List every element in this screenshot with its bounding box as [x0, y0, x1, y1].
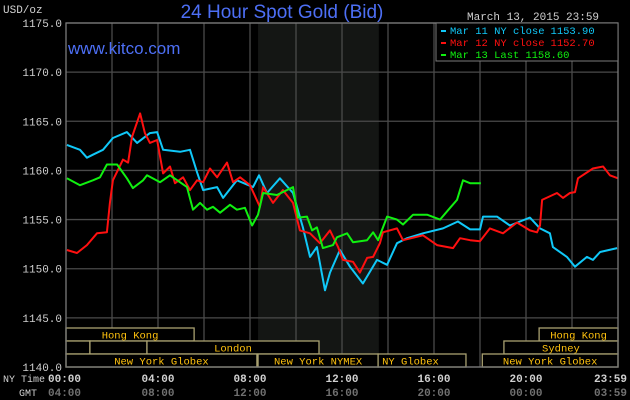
series-lines	[66, 112, 619, 292]
session-label: Sydney	[542, 344, 580, 356]
session-label: New York Globex	[503, 357, 598, 369]
legend-series-name: Mar 12 NY close	[450, 38, 545, 50]
session-label: New York Globex	[114, 357, 209, 369]
x-axis-row-label: NY Time	[3, 374, 45, 386]
legend-entry: Mar 13 Last 1158.60	[450, 50, 569, 62]
y-tick-label: 1150.0	[22, 265, 62, 277]
session-label: Hong Kong	[550, 331, 607, 343]
plot-frame	[65, 22, 619, 368]
y-tick-label: 1175.0	[22, 19, 62, 31]
session-label: NY Globex	[382, 357, 439, 369]
session-box	[89, 340, 148, 355]
legend-box	[435, 22, 619, 62]
session-label: Hong Kong	[102, 331, 159, 343]
x-axis: NY Time 00:00 04:00 08:00 12:00 16:00 20:00 23:…	[3, 374, 627, 400]
x-tick-label: 16:00	[417, 374, 450, 386]
x-tick-label: 00:00	[509, 388, 542, 400]
x-tick-label: 20:00	[417, 388, 450, 400]
timestamp: March 13, 2015 23:59	[467, 12, 599, 24]
x-tick-label: 03:59	[594, 388, 627, 400]
x-tick-label: 08:00	[233, 374, 266, 386]
legend-swatch	[441, 42, 446, 44]
x-tick-label: 04:00	[141, 374, 174, 386]
y-tick-label: 1170.0	[22, 68, 62, 80]
y-axis-unit-label: USD/oz	[3, 5, 43, 17]
legend-series-value: 1158.60	[525, 50, 569, 62]
x-tick-label: 20:00	[509, 374, 542, 386]
x-tick-label: 00:00	[48, 374, 81, 386]
y-tick-label: 1155.0	[22, 216, 62, 228]
x-tick-label: 16:00	[325, 388, 358, 400]
legend-series-value: 1153.90	[551, 26, 595, 38]
x-tick-label: 12:00	[233, 388, 266, 400]
series-line	[66, 131, 618, 292]
legend-swatch	[441, 54, 446, 56]
y-tick-label: 1145.0	[22, 314, 62, 326]
y-tick-label: 1165.0	[22, 117, 62, 129]
session-label: London	[214, 344, 252, 356]
session-label: New York NYMEX	[274, 357, 363, 369]
x-tick-label: 12:00	[325, 374, 358, 386]
chart-title: 24 Hour Spot Gold (Bid)	[181, 2, 384, 23]
legend-series-name: Mar 11 NY close	[450, 26, 545, 38]
session-box	[65, 340, 91, 355]
x-tick-label: 08:00	[141, 388, 174, 400]
legend-series-name: Mar 13 Last	[450, 50, 519, 62]
series-line	[66, 163, 481, 250]
x-axis-row-label: GMT	[19, 389, 37, 400]
legend-swatch	[441, 30, 446, 32]
x-tick-label: 04:00	[48, 388, 81, 400]
legend-series-value: 1152.70	[551, 38, 595, 50]
legend-entry: Mar 12 NY close 1152.70	[450, 38, 595, 50]
y-tick-label: 1140.0	[22, 363, 62, 375]
series-line	[66, 112, 619, 274]
legend-entry: Mar 11 NY close 1153.90	[450, 26, 595, 38]
kitco-watermark[interactable]: www.kitco.com	[67, 39, 180, 58]
grid	[66, 22, 618, 368]
y-axis: 1140.0 1145.0 1150.0 1155.0 1160.0 1165.0 1170…	[22, 19, 62, 375]
y-tick-label: 1160.0	[22, 166, 62, 178]
x-tick-label: 23:59	[594, 374, 627, 386]
